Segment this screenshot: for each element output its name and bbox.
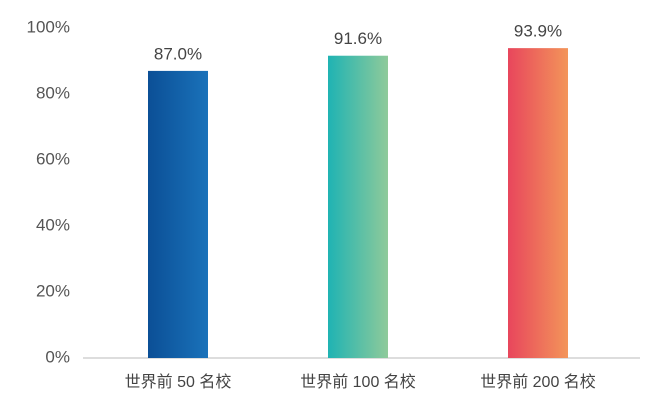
bar xyxy=(328,55,388,358)
y-tick-label: 40% xyxy=(36,215,70,234)
y-tick-label: 0% xyxy=(45,347,70,366)
x-tick-label: 世界前 100 名校 xyxy=(300,373,416,391)
value-label: 87.0% xyxy=(154,44,202,63)
y-tick-label: 100% xyxy=(27,17,70,36)
value-label: 93.9% xyxy=(514,22,562,41)
value-label: 91.6% xyxy=(334,29,382,48)
bar xyxy=(148,70,208,359)
y-tick-label: 20% xyxy=(36,281,70,300)
bar xyxy=(508,48,568,358)
x-tick-label: 世界前 200 名校 xyxy=(480,373,596,391)
y-tick-label: 80% xyxy=(36,83,70,102)
y-tick-label: 60% xyxy=(36,149,70,168)
x-tick-label: 世界前 50 名校 xyxy=(125,373,232,391)
